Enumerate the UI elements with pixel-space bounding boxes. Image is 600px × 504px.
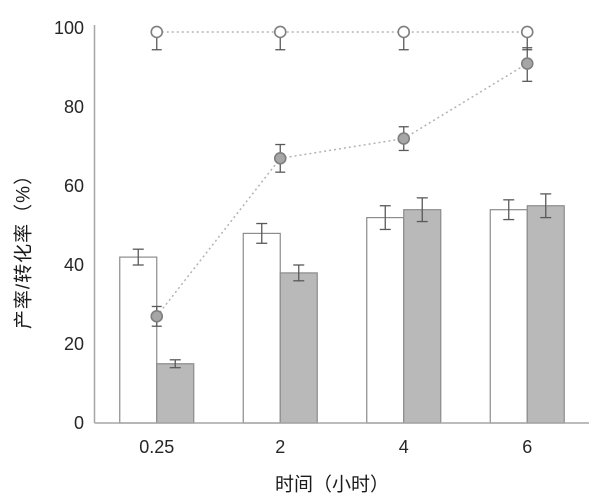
white-bar-series-bar-1 (242, 232, 281, 424)
y-tick-label-20: 20 (64, 334, 84, 354)
filled-circle-marker-3 (520, 57, 534, 70)
white-bar-series-bar-2 (366, 217, 405, 424)
y-tick-label-80: 80 (64, 97, 84, 117)
gray-bar-series-bar-2 (403, 209, 442, 424)
open-circle-marker-0 (150, 25, 164, 39)
x-tick-label-6: 6 (522, 437, 532, 457)
x-tick-label-0.25: 0.25 (139, 437, 174, 457)
filled-circle-marker-2 (397, 132, 411, 145)
white-bar-series-bar-0 (119, 256, 158, 424)
y-tick-label-40: 40 (64, 255, 84, 275)
gray-bar-series-bar-1 (279, 272, 318, 424)
gray-bar-series-bar-3 (526, 205, 565, 424)
x-axis-title: 时间（小时） (274, 474, 390, 496)
gray-filled-circle-line-path (156, 62, 528, 317)
y-tick-label-0: 0 (74, 413, 84, 433)
x-tick-label-2: 2 (275, 437, 285, 457)
gray-bar-series-bar-0 (156, 363, 195, 424)
white-bar-series-bar-3 (489, 209, 528, 424)
open-circle-marker-2 (397, 25, 411, 39)
y-axis-title: 产率/转化率（%） (13, 164, 35, 330)
filled-circle-marker-1 (273, 152, 287, 165)
filled-circle-marker-0 (150, 310, 164, 323)
x-tick-label-4: 4 (399, 437, 409, 457)
y-tick-label-60: 60 (64, 176, 84, 196)
y-tick-label-100: 100 (54, 18, 84, 38)
open-circle-marker-1 (273, 25, 287, 39)
open-circle-marker-3 (520, 25, 534, 39)
